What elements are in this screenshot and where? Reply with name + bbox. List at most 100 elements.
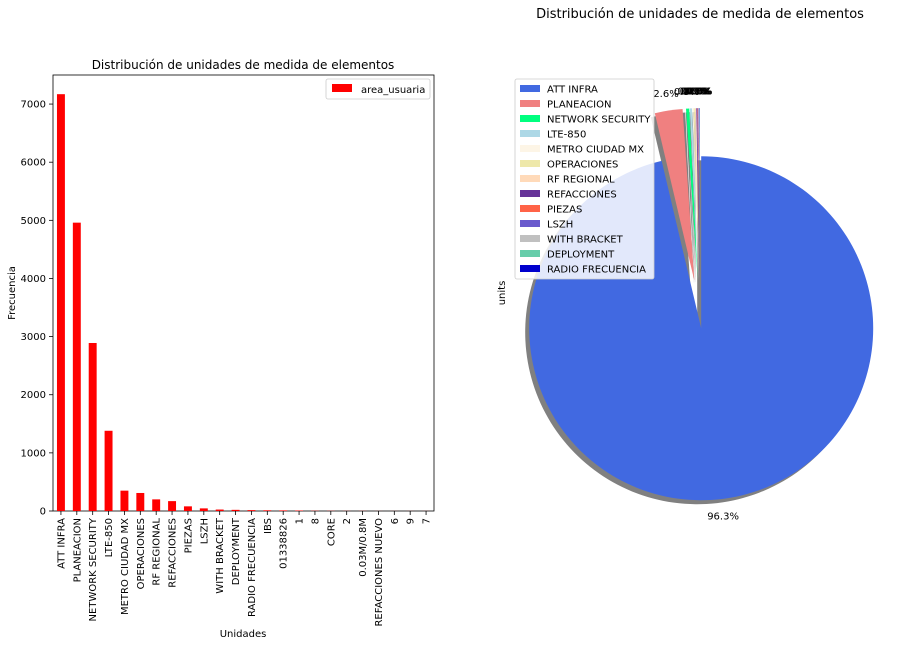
y-tick-label: 4000 (21, 274, 46, 285)
pie-slice (654, 108, 695, 281)
x-tick-label: LSZH (199, 518, 210, 544)
pie-legend-swatch (520, 235, 540, 242)
bar (88, 342, 97, 511)
pie-legend-swatch (520, 115, 540, 122)
pie-slice (689, 108, 699, 281)
x-tick-label: METRO CIUDAD MX (120, 518, 131, 615)
pie-labels: 96.3%2.6%0.3%0.2%0.1%0.1%0.1%0.1%0.1%0.1… (653, 86, 739, 522)
pie-legend-swatch (520, 130, 540, 137)
pie-slice-label: 0.1% (680, 87, 705, 98)
pie-legend-swatch (520, 220, 540, 227)
x-tick-label: 01338826 (279, 518, 290, 569)
pie-legend-label: NETWORK SECURITY (547, 115, 651, 126)
bar-y-axis-label: Frecuencia (7, 266, 18, 320)
pie-slice-label: 0.0% (687, 86, 712, 97)
y-tick-label: 2000 (21, 390, 46, 401)
x-tick-label: LTE-850 (104, 518, 115, 557)
pie-slice (693, 108, 699, 281)
y-tick-label: 0 (40, 507, 46, 518)
x-tick-label: NETWORK SECURITY (88, 517, 99, 621)
bar-legend-label: area_usuaria (361, 85, 425, 96)
pie-slice (698, 108, 700, 281)
bar (215, 509, 224, 511)
pie-legend-swatch (520, 205, 540, 212)
x-tick-label: CORE (326, 518, 337, 546)
pie-legend-label: LSZH (547, 220, 573, 231)
pie-slice-label: 0.1% (682, 87, 707, 98)
bar (72, 222, 81, 511)
pie-legend-label: ATT INFRA (547, 85, 598, 96)
y-tick-label: 6000 (21, 158, 46, 169)
x-tick-label: 6 (390, 518, 401, 524)
pie-y-axis-label: units (497, 281, 508, 306)
bar-series (56, 94, 431, 512)
pie-slice (698, 108, 700, 281)
bar (279, 510, 288, 511)
pie-slice-label: 0.1% (685, 86, 710, 97)
pie-slice-label: 0.3% (674, 87, 699, 98)
pie-legend-swatch (520, 250, 540, 257)
pie-legend-swatch (520, 100, 540, 107)
bar (104, 430, 113, 511)
pie-slice-label: 0.0% (687, 86, 712, 97)
pie-legend-swatch (520, 145, 540, 152)
x-tick-label: DEPLOYMENT (231, 517, 242, 585)
pie-legend-label: PLANEACION (547, 100, 611, 111)
pie-legend-swatch (520, 265, 540, 272)
x-tick-label: RF REGIONAL (152, 518, 163, 586)
pie-legend-swatch (520, 85, 540, 92)
pie-slice (696, 108, 700, 281)
pie-slice (685, 108, 698, 281)
bar (263, 510, 272, 511)
pie-slice-label: 0.0% (686, 86, 711, 97)
bar (231, 509, 240, 511)
y-tick-label: 1000 (21, 448, 46, 459)
x-tick-label: 7 (422, 518, 433, 524)
figure-title: Distribución de unidades de medida de el… (536, 7, 864, 22)
pie-chart: units 96.3%2.6%0.3%0.2%0.1%0.1%0.1%0.1%0… (497, 78, 874, 523)
x-tick-label: IBS (263, 518, 274, 534)
x-tick-label: ATT INFRA (56, 518, 67, 569)
x-tick-label: REFACCIONES (168, 518, 179, 588)
pie-legend-swatch (520, 190, 540, 197)
pie-legend-label: OPERACIONES (547, 160, 618, 171)
x-tick-label: RADIO FRECUENCIA (247, 518, 258, 617)
x-tick-label: OPERACIONES (136, 518, 147, 589)
x-tick-label: 8 (310, 518, 321, 524)
bar (136, 492, 145, 511)
pie-legend-box (514, 78, 655, 280)
pie-slice (694, 108, 700, 281)
pie-legend-label: REFACCIONES (547, 190, 617, 201)
pie-legend-label: RADIO FRECUENCIA (547, 265, 646, 276)
pie-legend-label: WITH BRACKET (547, 235, 624, 246)
pie-slice-label: 0.1% (681, 87, 706, 98)
pie-slice (697, 108, 700, 281)
x-tick-label: PIEZAS (183, 518, 194, 553)
pie-legend-label: PIEZAS (547, 205, 582, 216)
pie-legend-label: RF REGIONAL (547, 175, 615, 186)
bar-legend-swatch (332, 84, 352, 92)
pie-slice-label: 96.3% (707, 512, 739, 523)
pie-legend-swatch (520, 175, 540, 182)
bar-x-axis-label: Unidades (220, 629, 267, 640)
y-tick-label: 3000 (21, 332, 46, 343)
x-tick-label: PLANEACION (72, 518, 83, 582)
pie-slice-label: 0.1% (684, 86, 709, 97)
bar (56, 94, 65, 512)
x-tick-label: 0.03M/0.8M (358, 518, 369, 577)
bar (199, 508, 208, 511)
bar (183, 506, 192, 511)
x-tick-label: REFACCIONES NUEVO (374, 518, 385, 627)
bar-chart: Distribución de unidades de medida de el… (7, 58, 435, 640)
x-tick-label: WITH BRACKET (215, 517, 226, 594)
bar-chart-title: Distribución de unidades de medida de el… (92, 58, 395, 72)
bar-y-ticks: 0 1000 2000 3000 4000 5000 6000 7000 (21, 100, 53, 518)
pie-slice-shadow (685, 112, 695, 285)
pie-legend-label: DEPLOYMENT (547, 250, 615, 261)
pie-slice-label: 2.6% (653, 89, 678, 100)
pie-slice-label: 0.2% (677, 87, 702, 98)
bar-plot-frame (52, 74, 435, 512)
bar-legend: area_usuaria (325, 78, 431, 100)
bar (152, 499, 161, 511)
